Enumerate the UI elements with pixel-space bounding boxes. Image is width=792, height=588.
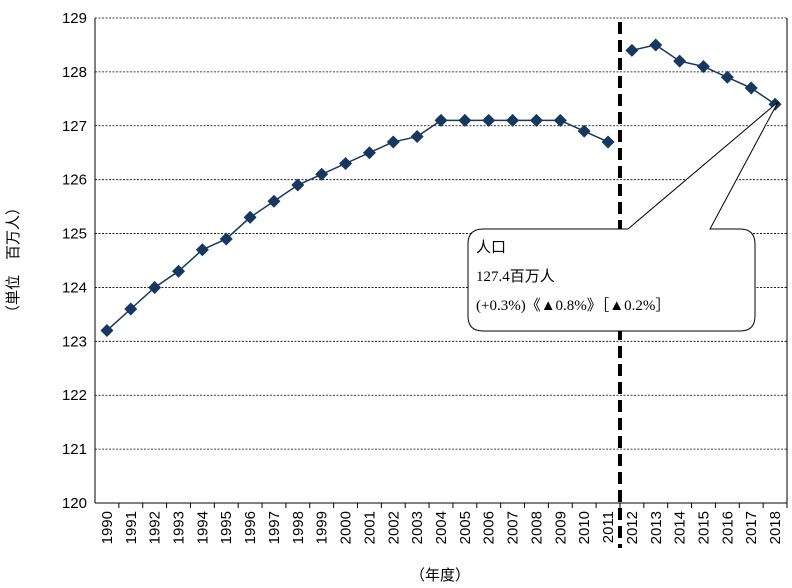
callout-box bbox=[467, 101, 779, 332]
x-tick-label: 1994 bbox=[194, 511, 211, 544]
point-marker bbox=[291, 178, 305, 192]
x-tick-label: 2007 bbox=[505, 511, 522, 544]
series-line bbox=[106, 119, 609, 332]
x-tick-label: 2011 bbox=[600, 511, 617, 543]
point-marker bbox=[267, 194, 281, 208]
x-tick-label: 2009 bbox=[552, 511, 569, 544]
y-tick-label: 125 bbox=[62, 226, 87, 243]
y-tick-label: 123 bbox=[62, 333, 87, 350]
x-tick-label: 2017 bbox=[743, 511, 760, 544]
point-marker bbox=[458, 113, 472, 127]
x-tick-label: 2004 bbox=[433, 511, 450, 544]
x-tick-label: 2015 bbox=[695, 511, 712, 544]
annotation-line: 127.4百万人 bbox=[476, 268, 555, 285]
point-marker bbox=[386, 135, 400, 149]
y-tick-label: 129 bbox=[62, 10, 87, 27]
callout: 人口 127.4百万人 (+0.3%)《▲0.8%》［▲0.2%］ bbox=[467, 101, 779, 332]
x-tick-label: 1992 bbox=[147, 511, 164, 544]
x-tick-label: 1999 bbox=[314, 511, 331, 544]
point-marker bbox=[362, 146, 376, 160]
x-tick-label: 2018 bbox=[767, 511, 784, 544]
point-marker bbox=[124, 302, 138, 316]
point-marker bbox=[625, 43, 639, 57]
x-tick-label: 2008 bbox=[528, 511, 545, 544]
x-tick-label: 2010 bbox=[576, 511, 593, 544]
x-tick-label: 1993 bbox=[171, 511, 188, 544]
x-tick-label: 2006 bbox=[481, 511, 498, 544]
point-marker bbox=[100, 324, 114, 338]
point-marker bbox=[529, 113, 543, 127]
y-tick-label: 120 bbox=[62, 495, 87, 512]
x-tick-label: 2001 bbox=[361, 511, 378, 544]
x-tick-label: 2000 bbox=[338, 511, 355, 544]
point-marker bbox=[148, 280, 162, 294]
x-tick-label: 1997 bbox=[266, 511, 283, 544]
x-tick-label: 1990 bbox=[99, 511, 116, 544]
point-marker bbox=[673, 54, 687, 68]
series-line bbox=[631, 44, 776, 105]
x-tick-label: 1991 bbox=[123, 511, 140, 544]
marks bbox=[100, 38, 782, 338]
y-tick-label: 127 bbox=[62, 118, 87, 135]
point-marker bbox=[482, 113, 496, 127]
y-tick-label: 122 bbox=[62, 387, 87, 404]
point-marker bbox=[315, 167, 329, 181]
point-marker bbox=[720, 70, 734, 84]
point-marker bbox=[506, 113, 520, 127]
point-marker bbox=[339, 157, 353, 170]
x-tick-label: 1995 bbox=[218, 511, 235, 544]
x-tick-label: 2014 bbox=[672, 511, 689, 544]
x-tick-label: 2013 bbox=[648, 511, 665, 544]
x-tick-label: 2002 bbox=[385, 511, 402, 544]
point-marker bbox=[696, 60, 710, 73]
x-axis-label: （年度） bbox=[410, 567, 470, 584]
x-tick-label: 2012 bbox=[624, 511, 641, 544]
x-tick-label: 2005 bbox=[457, 511, 474, 544]
annotation-line: (+0.3%)《▲0.8%》［▲0.2%］ bbox=[476, 297, 670, 314]
point-marker bbox=[649, 38, 663, 52]
y-tick-label: 124 bbox=[62, 279, 87, 296]
point-marker bbox=[410, 130, 424, 144]
x-tick-label: 1998 bbox=[290, 511, 307, 544]
point-marker bbox=[195, 243, 209, 257]
y-axis-label: （単位 百万人） bbox=[5, 200, 22, 320]
point-marker bbox=[434, 113, 448, 127]
y-tick-label: 121 bbox=[62, 441, 87, 458]
annotation-line: 人口 bbox=[476, 239, 506, 256]
x-tick-label: 2003 bbox=[409, 511, 426, 544]
x-tick-label: 1996 bbox=[242, 511, 259, 544]
point-marker bbox=[219, 232, 233, 246]
point-marker bbox=[601, 135, 615, 149]
point-marker bbox=[243, 210, 257, 224]
point-marker bbox=[172, 264, 186, 278]
y-tick-label: 128 bbox=[62, 64, 87, 81]
point-marker bbox=[577, 124, 591, 138]
x-tick-label: 2016 bbox=[719, 511, 736, 544]
point-marker bbox=[744, 81, 758, 95]
point-marker bbox=[553, 113, 567, 127]
y-tick-label: 126 bbox=[62, 172, 87, 189]
